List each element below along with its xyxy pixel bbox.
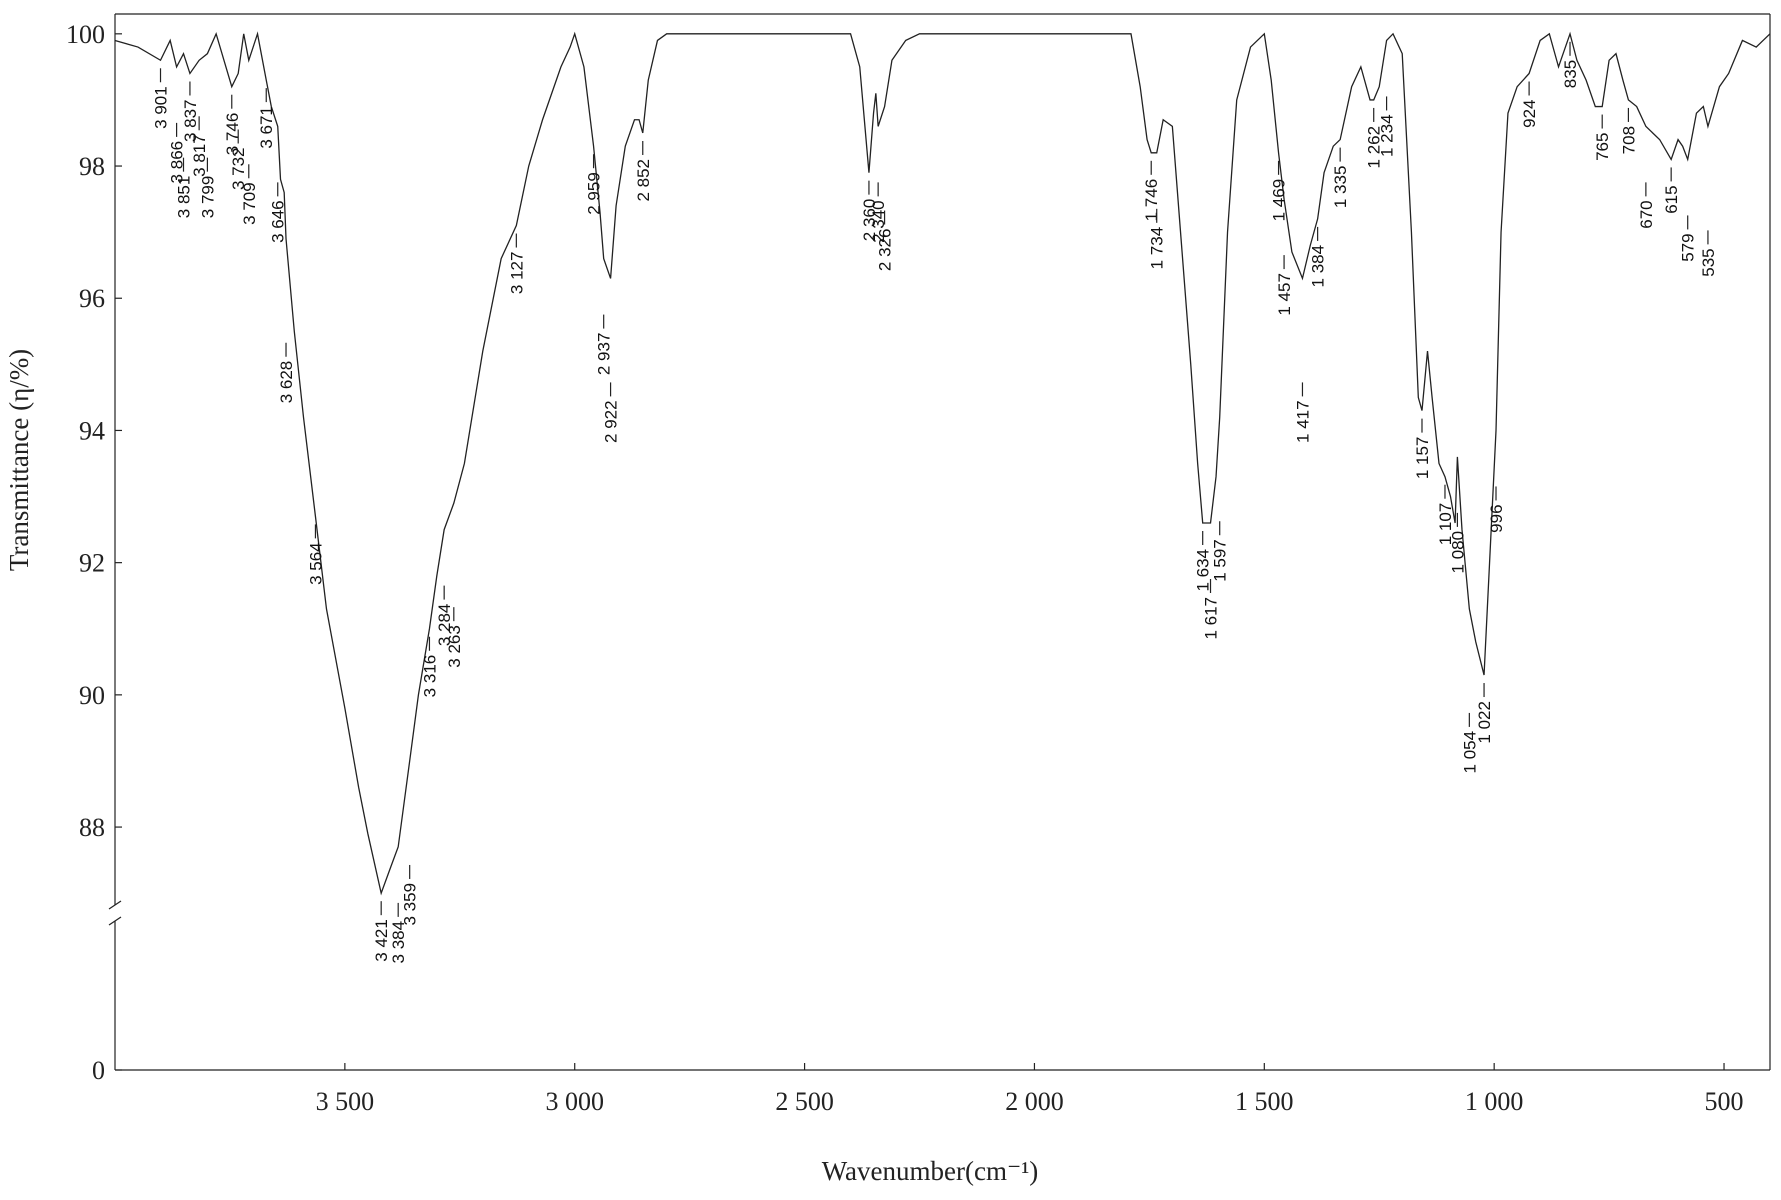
peak-label: 3 421 <box>372 919 391 962</box>
peak-label: 3 646 <box>269 200 288 243</box>
peak-label: 3 564 <box>306 542 325 585</box>
peak-label: 2 852 <box>634 159 653 202</box>
peak-label: 3 316 <box>420 655 439 698</box>
peak-label: 1 469 <box>1270 179 1289 222</box>
y-tick-label: 100 <box>66 20 105 49</box>
x-tick-label: 1 500 <box>1235 1087 1294 1116</box>
x-tick-label: 3 000 <box>545 1087 604 1116</box>
axis-break <box>108 916 122 926</box>
peak-label: 708 <box>1619 126 1638 154</box>
peak-label: 1 746 <box>1142 179 1161 222</box>
peak-label: 3 799 <box>198 176 217 219</box>
peak-label: 2 340 <box>869 200 888 243</box>
spectrum-line <box>114 31 1771 896</box>
y-tick-label: 88 <box>79 813 105 842</box>
peak-label: 835 <box>1561 60 1580 88</box>
y-tick-label: 96 <box>79 284 105 313</box>
y-tick-label: 90 <box>79 681 105 710</box>
peak-label: 2 360 <box>860 199 879 242</box>
peak-label: 3 384 <box>389 921 408 964</box>
peak-label: 3 746 <box>223 113 242 156</box>
peak-label: 1 384 <box>1309 245 1328 288</box>
peak-label: 2 937 <box>595 333 614 376</box>
peak-label: 765 <box>1593 133 1612 161</box>
peak-label: 535 <box>1699 248 1718 276</box>
x-tick-label: 3 500 <box>316 1087 375 1116</box>
peak-label: 3 866 <box>168 141 187 184</box>
peak-label: 2 922 <box>602 400 621 443</box>
peak-label: 3 671 <box>257 106 276 149</box>
peak-label: 579 <box>1679 233 1698 261</box>
peak-label: 3 359 <box>401 883 420 926</box>
y-tick-label: 0 <box>92 1056 105 1085</box>
peak-label: 3 284 <box>435 604 454 647</box>
peak-label: 1 107 <box>1436 503 1455 546</box>
peak-label: 615 <box>1662 185 1681 213</box>
peak-label: 1 335 <box>1331 166 1350 209</box>
peak-label: 1 157 <box>1413 437 1432 480</box>
axis-break <box>108 900 122 910</box>
peak-label: 3 901 <box>152 86 171 129</box>
peak-label: 670 <box>1637 200 1656 228</box>
peak-label: 1 734 <box>1148 227 1167 270</box>
peak-label: 2 959 <box>585 172 604 215</box>
peak-label: 1 054 <box>1460 731 1479 774</box>
peak-label: 1 022 <box>1475 701 1494 744</box>
x-tick-label: 1 000 <box>1465 1087 1524 1116</box>
peak-label: 1 234 <box>1378 114 1397 157</box>
peak-label: 3 709 <box>240 182 259 225</box>
peak-label: 3 837 <box>181 99 200 142</box>
y-tick-label: 92 <box>79 549 105 578</box>
peak-label: 996 <box>1487 504 1506 532</box>
x-tick-label: 2 500 <box>775 1087 834 1116</box>
peak-label: 1 617 <box>1202 597 1221 640</box>
peak-label: 3 263 <box>445 625 464 668</box>
peak-label: 1 417 <box>1293 400 1312 443</box>
peak-label: 924 <box>1520 99 1539 127</box>
y-tick-label: 98 <box>79 152 105 181</box>
y-axis-title: Transmittance (η/%) <box>4 349 34 571</box>
peak-label: 1 634 <box>1194 549 1213 592</box>
peak-label: 2 326 <box>876 229 895 272</box>
peak-label: 3 817 <box>190 134 209 177</box>
peak-label: 3 127 <box>507 252 526 295</box>
peak-label: 3 628 <box>277 361 296 404</box>
peak-label: 1 262 <box>1365 126 1384 169</box>
peak-label: 1 597 <box>1211 539 1230 582</box>
x-tick-label: 500 <box>1705 1087 1744 1116</box>
x-axis-title: Wavenumber(cm⁻¹) <box>822 1156 1039 1186</box>
peak-label: 3 851 <box>174 176 193 219</box>
peak-label: 1 457 <box>1275 273 1294 316</box>
y-tick-label: 94 <box>79 416 105 445</box>
x-tick-label: 2 000 <box>1005 1087 1064 1116</box>
peak-label: 3 732 <box>229 147 248 190</box>
peak-label: 1 080 <box>1448 531 1467 574</box>
